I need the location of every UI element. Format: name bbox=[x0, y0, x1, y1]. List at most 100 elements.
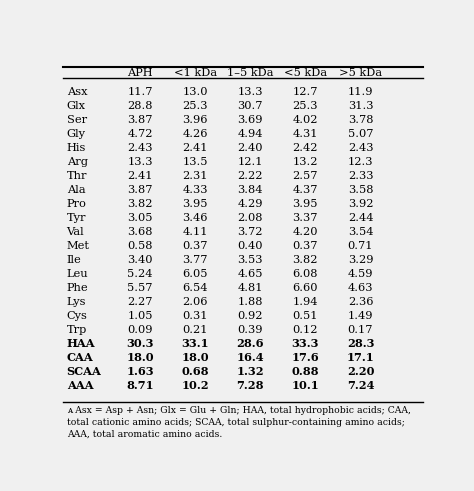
Text: 31.3: 31.3 bbox=[348, 101, 373, 111]
Text: 13.3: 13.3 bbox=[237, 87, 263, 97]
Text: 6.08: 6.08 bbox=[292, 269, 318, 279]
Text: Gly: Gly bbox=[66, 129, 86, 139]
Text: 1.32: 1.32 bbox=[237, 366, 264, 378]
Text: 6.05: 6.05 bbox=[182, 269, 208, 279]
Text: 0.12: 0.12 bbox=[292, 325, 318, 335]
Text: 2.57: 2.57 bbox=[292, 171, 318, 181]
Text: 2.44: 2.44 bbox=[348, 213, 373, 223]
Text: 3.95: 3.95 bbox=[182, 199, 208, 209]
Text: 3.53: 3.53 bbox=[237, 255, 263, 265]
Text: 3.84: 3.84 bbox=[237, 185, 263, 195]
Text: 2.41: 2.41 bbox=[128, 171, 153, 181]
Text: APH: APH bbox=[127, 68, 153, 78]
Text: <5 kDa: <5 kDa bbox=[284, 68, 327, 78]
Text: 4.81: 4.81 bbox=[237, 283, 263, 293]
Text: 3.92: 3.92 bbox=[348, 199, 373, 209]
Text: 2.33: 2.33 bbox=[348, 171, 373, 181]
Text: 4.94: 4.94 bbox=[237, 129, 263, 139]
Text: 1–5 kDa: 1–5 kDa bbox=[227, 68, 273, 78]
Text: 0.31: 0.31 bbox=[182, 311, 208, 321]
Text: 1.63: 1.63 bbox=[126, 366, 154, 378]
Text: SCAA: SCAA bbox=[66, 366, 101, 378]
Text: 28.3: 28.3 bbox=[346, 338, 374, 350]
Text: 3.87: 3.87 bbox=[128, 115, 153, 125]
Text: 18.0: 18.0 bbox=[126, 353, 154, 363]
Text: HAA: HAA bbox=[66, 338, 95, 350]
Text: Pro: Pro bbox=[66, 199, 86, 209]
Text: 13.0: 13.0 bbox=[182, 87, 208, 97]
Text: 25.3: 25.3 bbox=[182, 101, 208, 111]
Text: Glx: Glx bbox=[66, 101, 86, 111]
Text: 7.28: 7.28 bbox=[237, 381, 264, 391]
Text: 4.59: 4.59 bbox=[348, 269, 373, 279]
Text: 1.88: 1.88 bbox=[237, 297, 263, 307]
Text: 0.09: 0.09 bbox=[128, 325, 153, 335]
Text: 4.37: 4.37 bbox=[292, 185, 318, 195]
Text: 3.29: 3.29 bbox=[348, 255, 373, 265]
Text: Lys: Lys bbox=[66, 297, 86, 307]
Text: 11.7: 11.7 bbox=[128, 87, 153, 97]
Text: 0.88: 0.88 bbox=[292, 366, 319, 378]
Text: 13.5: 13.5 bbox=[182, 157, 208, 167]
Text: 2.43: 2.43 bbox=[348, 143, 373, 153]
Text: 0.58: 0.58 bbox=[128, 241, 153, 251]
Text: 2.36: 2.36 bbox=[348, 297, 373, 307]
Text: 7.24: 7.24 bbox=[346, 381, 374, 391]
Text: 3.96: 3.96 bbox=[182, 115, 208, 125]
Text: 3.77: 3.77 bbox=[182, 255, 208, 265]
Text: 2.41: 2.41 bbox=[182, 143, 208, 153]
Text: 12.3: 12.3 bbox=[348, 157, 373, 167]
Text: 0.71: 0.71 bbox=[348, 241, 373, 251]
Text: 1.49: 1.49 bbox=[348, 311, 373, 321]
Text: 30.3: 30.3 bbox=[126, 338, 154, 350]
Text: 12.1: 12.1 bbox=[237, 157, 263, 167]
Text: 16.4: 16.4 bbox=[237, 353, 264, 363]
Text: Thr: Thr bbox=[66, 171, 87, 181]
Text: 5.57: 5.57 bbox=[128, 283, 153, 293]
Text: 25.3: 25.3 bbox=[292, 101, 318, 111]
Text: 12.7: 12.7 bbox=[292, 87, 318, 97]
Text: 33.3: 33.3 bbox=[292, 338, 319, 350]
Text: 13.2: 13.2 bbox=[292, 157, 318, 167]
Text: 3.58: 3.58 bbox=[348, 185, 373, 195]
Text: 1.05: 1.05 bbox=[128, 311, 153, 321]
Text: 8.71: 8.71 bbox=[126, 381, 154, 391]
Text: 4.29: 4.29 bbox=[237, 199, 263, 209]
Text: Cys: Cys bbox=[66, 311, 88, 321]
Text: 2.43: 2.43 bbox=[128, 143, 153, 153]
Text: 2.08: 2.08 bbox=[237, 213, 263, 223]
Text: Met: Met bbox=[66, 241, 90, 251]
Text: 13.3: 13.3 bbox=[128, 157, 153, 167]
Text: 5.07: 5.07 bbox=[348, 129, 373, 139]
Text: 0.51: 0.51 bbox=[292, 311, 318, 321]
Text: 4.02: 4.02 bbox=[292, 115, 318, 125]
Text: 4.33: 4.33 bbox=[182, 185, 208, 195]
Text: 10.1: 10.1 bbox=[292, 381, 319, 391]
Text: 0.37: 0.37 bbox=[182, 241, 208, 251]
Text: 11.9: 11.9 bbox=[348, 87, 373, 97]
Text: 3.54: 3.54 bbox=[348, 227, 373, 237]
Text: CAA: CAA bbox=[66, 353, 93, 363]
Text: Ser: Ser bbox=[66, 115, 87, 125]
Text: 2.27: 2.27 bbox=[128, 297, 153, 307]
Text: 28.6: 28.6 bbox=[237, 338, 264, 350]
Text: 10.2: 10.2 bbox=[182, 381, 209, 391]
Text: 4.65: 4.65 bbox=[237, 269, 263, 279]
Text: 3.82: 3.82 bbox=[292, 255, 318, 265]
Text: 6.54: 6.54 bbox=[182, 283, 208, 293]
Text: 0.39: 0.39 bbox=[237, 325, 263, 335]
Text: 2.06: 2.06 bbox=[182, 297, 208, 307]
Text: 4.11: 4.11 bbox=[182, 227, 208, 237]
Text: 4.20: 4.20 bbox=[292, 227, 318, 237]
Text: 33.1: 33.1 bbox=[182, 338, 209, 350]
Text: Ala: Ala bbox=[66, 185, 85, 195]
Text: 6.60: 6.60 bbox=[292, 283, 318, 293]
Text: 4.31: 4.31 bbox=[292, 129, 318, 139]
Text: 5.24: 5.24 bbox=[128, 269, 153, 279]
Text: >5 kDa: >5 kDa bbox=[339, 68, 382, 78]
Text: 3.37: 3.37 bbox=[292, 213, 318, 223]
Text: 30.7: 30.7 bbox=[237, 101, 263, 111]
Text: 3.40: 3.40 bbox=[128, 255, 153, 265]
Text: 3.95: 3.95 bbox=[292, 199, 318, 209]
Text: 3.46: 3.46 bbox=[182, 213, 208, 223]
